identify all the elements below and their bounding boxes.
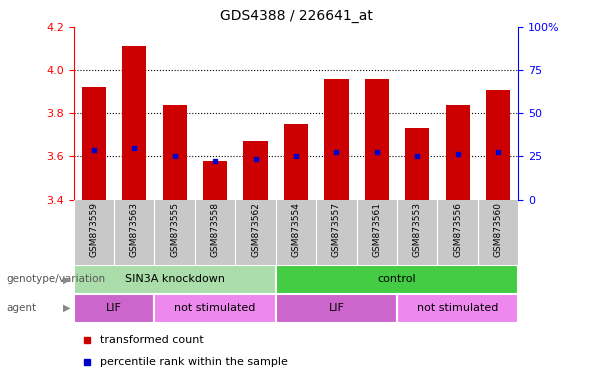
Text: GSM873558: GSM873558 xyxy=(211,202,220,257)
Text: GSM873553: GSM873553 xyxy=(413,202,422,257)
Text: GSM873559: GSM873559 xyxy=(90,202,98,257)
Bar xyxy=(397,294,518,323)
Bar xyxy=(445,104,470,200)
Text: GSM873557: GSM873557 xyxy=(332,202,341,257)
Text: GSM873560: GSM873560 xyxy=(494,202,502,257)
Bar xyxy=(486,89,510,200)
Bar xyxy=(74,265,276,294)
Bar xyxy=(276,265,518,294)
Text: ▶: ▶ xyxy=(63,274,71,285)
Bar xyxy=(154,294,276,323)
Text: ▶: ▶ xyxy=(63,303,71,313)
Title: GDS4388 / 226641_at: GDS4388 / 226641_at xyxy=(220,9,372,23)
Bar xyxy=(82,87,106,200)
Text: LIF: LIF xyxy=(329,303,345,313)
Text: SIN3A knockdown: SIN3A knockdown xyxy=(125,274,224,285)
Bar xyxy=(122,46,147,200)
Text: GSM873562: GSM873562 xyxy=(251,202,260,257)
Text: GSM873556: GSM873556 xyxy=(453,202,462,257)
Bar xyxy=(163,104,187,200)
Text: GSM873563: GSM873563 xyxy=(130,202,139,257)
Bar xyxy=(365,79,389,200)
Text: not stimulated: not stimulated xyxy=(417,303,498,313)
Text: GSM873554: GSM873554 xyxy=(292,202,300,257)
Text: GSM873561: GSM873561 xyxy=(372,202,381,257)
Bar xyxy=(203,161,227,200)
Bar xyxy=(325,79,349,200)
Text: genotype/variation: genotype/variation xyxy=(6,274,105,285)
Text: control: control xyxy=(378,274,416,285)
Text: LIF: LIF xyxy=(106,303,122,313)
Text: agent: agent xyxy=(6,303,36,313)
Bar xyxy=(284,124,308,200)
Bar xyxy=(276,294,397,323)
Text: GSM873555: GSM873555 xyxy=(170,202,179,257)
Bar xyxy=(405,128,429,200)
Text: transformed count: transformed count xyxy=(100,335,204,345)
Text: not stimulated: not stimulated xyxy=(174,303,256,313)
Bar xyxy=(74,294,154,323)
Bar xyxy=(243,141,267,200)
Text: percentile rank within the sample: percentile rank within the sample xyxy=(100,358,288,367)
